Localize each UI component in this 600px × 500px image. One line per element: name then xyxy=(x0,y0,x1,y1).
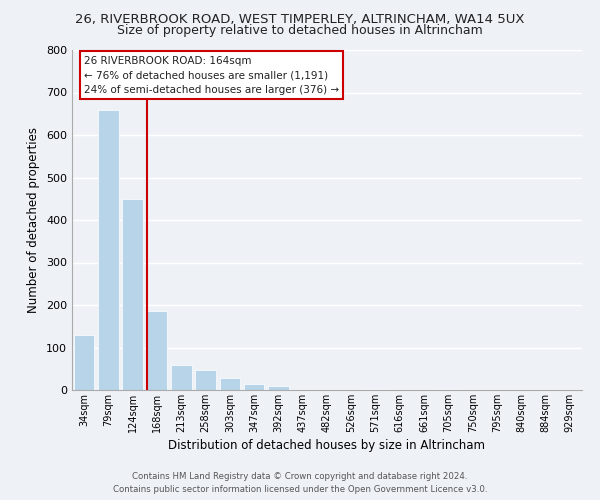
Y-axis label: Number of detached properties: Number of detached properties xyxy=(28,127,40,313)
Text: Contains HM Land Registry data © Crown copyright and database right 2024.
Contai: Contains HM Land Registry data © Crown c… xyxy=(113,472,487,494)
Bar xyxy=(268,386,289,390)
Bar xyxy=(244,384,265,390)
Bar xyxy=(122,198,143,390)
Bar xyxy=(220,378,240,390)
Text: 26 RIVERBROOK ROAD: 164sqm
← 76% of detached houses are smaller (1,191)
24% of s: 26 RIVERBROOK ROAD: 164sqm ← 76% of deta… xyxy=(84,56,339,95)
Bar xyxy=(195,370,216,390)
X-axis label: Distribution of detached houses by size in Altrincham: Distribution of detached houses by size … xyxy=(169,439,485,452)
Bar xyxy=(98,110,119,390)
Text: 26, RIVERBROOK ROAD, WEST TIMPERLEY, ALTRINCHAM, WA14 5UX: 26, RIVERBROOK ROAD, WEST TIMPERLEY, ALT… xyxy=(75,12,525,26)
Bar xyxy=(365,389,386,390)
Bar xyxy=(171,364,191,390)
Bar xyxy=(438,389,459,390)
Bar xyxy=(146,312,167,390)
Bar xyxy=(74,335,94,390)
Text: Size of property relative to detached houses in Altrincham: Size of property relative to detached ho… xyxy=(117,24,483,37)
